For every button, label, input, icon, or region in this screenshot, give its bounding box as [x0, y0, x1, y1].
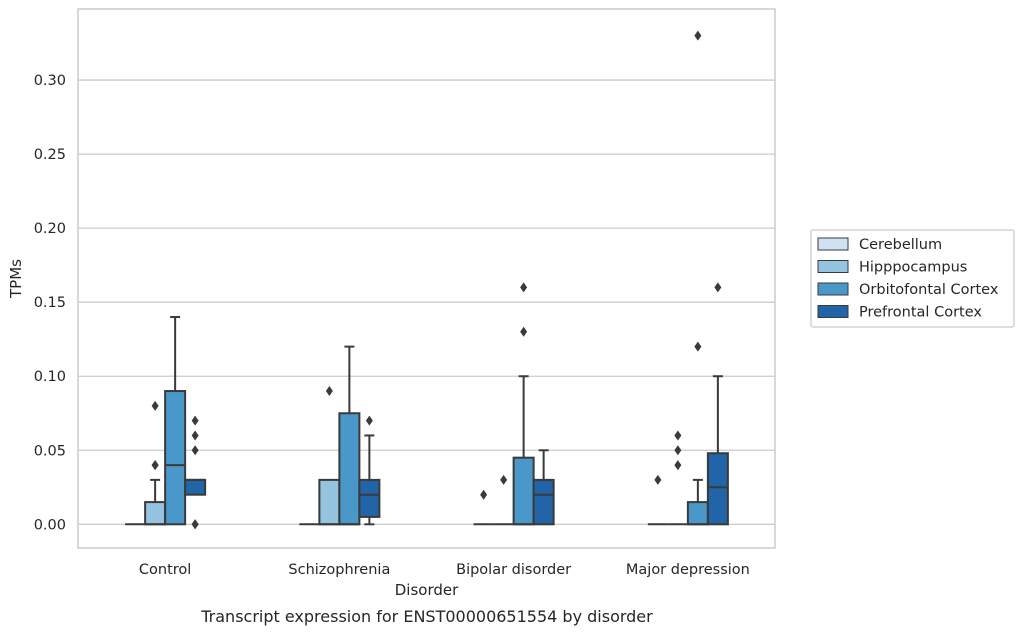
box-orbitofontal-cortex [512, 282, 535, 526]
outlier-point [480, 489, 488, 500]
outlier-point [500, 474, 508, 485]
outlier-point [654, 474, 662, 485]
x-tick-label: Schizophrenia [288, 562, 390, 578]
plot-frame [77, 8, 776, 549]
y-tick-label: 0.15 [34, 295, 66, 311]
y-tick-label: 0.10 [34, 369, 66, 385]
y-tick-label: 0.20 [34, 221, 66, 237]
legend-swatch [817, 260, 849, 273]
box-body [512, 456, 535, 526]
figure-caption: Transcript expression for ENST0000065155… [200, 607, 653, 626]
outlier-point [674, 430, 682, 441]
box-orbitofontal-cortex [338, 345, 361, 526]
outlier-point [191, 445, 199, 456]
y-axis-ticks: 0.00 0.05 0.10 0.15 0.20 0.25 0.30 [34, 73, 66, 533]
outlier-point [151, 400, 159, 411]
box-hipppocampus [493, 474, 514, 526]
outlier-point [520, 326, 528, 337]
box-body [532, 478, 555, 526]
box-body [184, 478, 207, 496]
legend-swatch [817, 305, 849, 318]
box-body [338, 412, 361, 526]
legend-swatch [817, 237, 849, 251]
x-tick-label: Control [139, 562, 191, 578]
outlier-point [191, 519, 199, 530]
outlier-point [714, 282, 722, 293]
y-tick-label: 0.25 [34, 147, 66, 163]
x-axis-label: Disorder [395, 581, 459, 599]
box-body [144, 501, 167, 526]
outlier-point [694, 341, 702, 352]
legend-swatch [817, 282, 849, 296]
y-tick-label: 0.00 [34, 517, 66, 533]
y-tick-label: 0.05 [34, 443, 66, 459]
box-orbitofontal-cortex [686, 30, 709, 526]
box-groups [125, 30, 729, 530]
box-prefrontal-cortex [532, 449, 555, 526]
box-cerebellum [647, 474, 668, 526]
box-cerebellum [473, 489, 494, 526]
box-hipppocampus [318, 386, 341, 526]
box-prefrontal-cortex [358, 415, 381, 526]
legend-label: Prefrontal Cortex [859, 305, 982, 321]
y-tick-label: 0.30 [34, 73, 66, 89]
box-orbitofontal-cortex [164, 316, 187, 526]
box-body [358, 478, 381, 518]
legend-label: Hipppocampus [859, 260, 967, 276]
box-hipppocampus [667, 430, 688, 526]
outlier-point [151, 460, 159, 471]
box-body [686, 501, 709, 526]
box-hipppocampus [144, 400, 167, 526]
box-body [318, 478, 341, 526]
outlier-point [191, 430, 199, 441]
legend-label: Cerebellum [859, 237, 942, 253]
outlier-point [674, 445, 682, 456]
box-body [164, 390, 187, 526]
outlier-point [674, 460, 682, 471]
x-tick-label: Major depression [626, 562, 750, 578]
x-tick-label: Bipolar disorder [456, 562, 571, 578]
outlier-point [191, 415, 199, 426]
outlier-point [325, 386, 333, 397]
outlier-point [694, 30, 702, 41]
y-axis-label: TPMs [7, 259, 25, 299]
box-prefrontal-cortex [706, 282, 729, 526]
box-body [706, 452, 729, 526]
legend: Cerebellum Hipppocampus Orbitofontal Corte… [810, 229, 1015, 328]
legend-label: Orbitofontal Cortex [859, 282, 999, 298]
outlier-point [365, 415, 373, 426]
outlier-point [520, 282, 528, 293]
box-prefrontal-cortex [184, 415, 207, 530]
legend-frame [810, 229, 1015, 328]
x-axis-ticks: Control Schizophrenia Bipolar disorder Majo… [139, 562, 750, 578]
